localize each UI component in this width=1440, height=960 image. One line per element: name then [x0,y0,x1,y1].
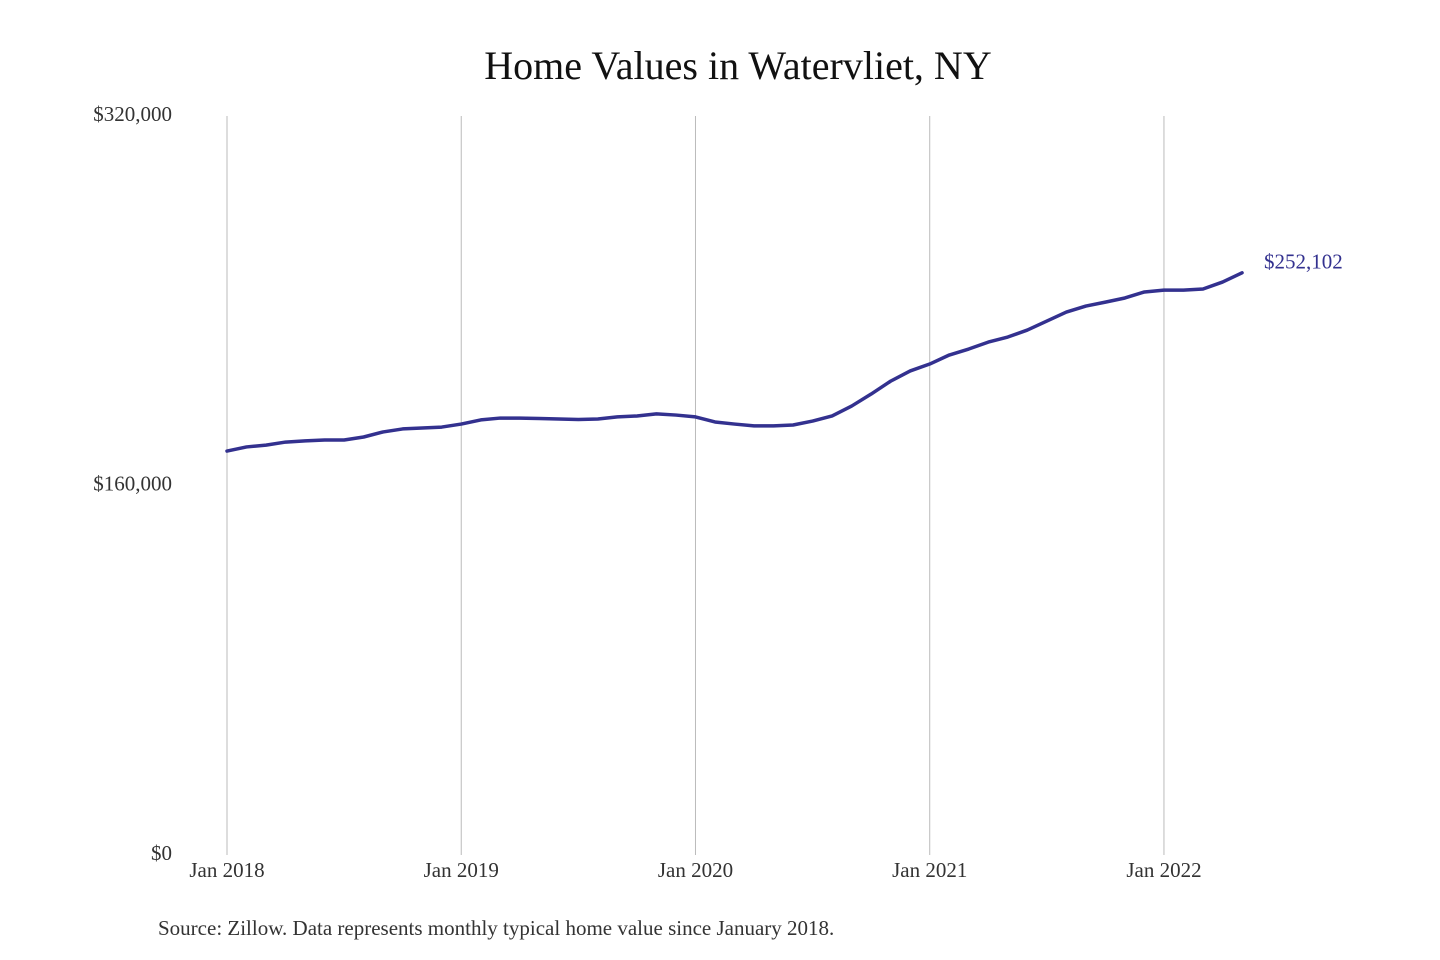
source-note: Source: Zillow. Data represents monthly … [158,916,834,940]
y-tick-label: $160,000 [93,471,172,495]
series-line [225,271,1244,453]
x-tick-label: Jan 2018 [189,858,264,882]
x-tick-label: Jan 2021 [892,858,967,882]
x-tick-label: Jan 2022 [1126,858,1201,882]
x-tick-label: Jan 2020 [658,858,733,882]
y-tick-label: $0 [151,841,172,865]
x-tick-label: Jan 2019 [424,858,499,882]
y-tick-label: $320,000 [93,102,172,126]
chart-title: Home Values in Watervliet, NY [484,43,991,88]
value-label: $252,102 [1264,250,1343,274]
